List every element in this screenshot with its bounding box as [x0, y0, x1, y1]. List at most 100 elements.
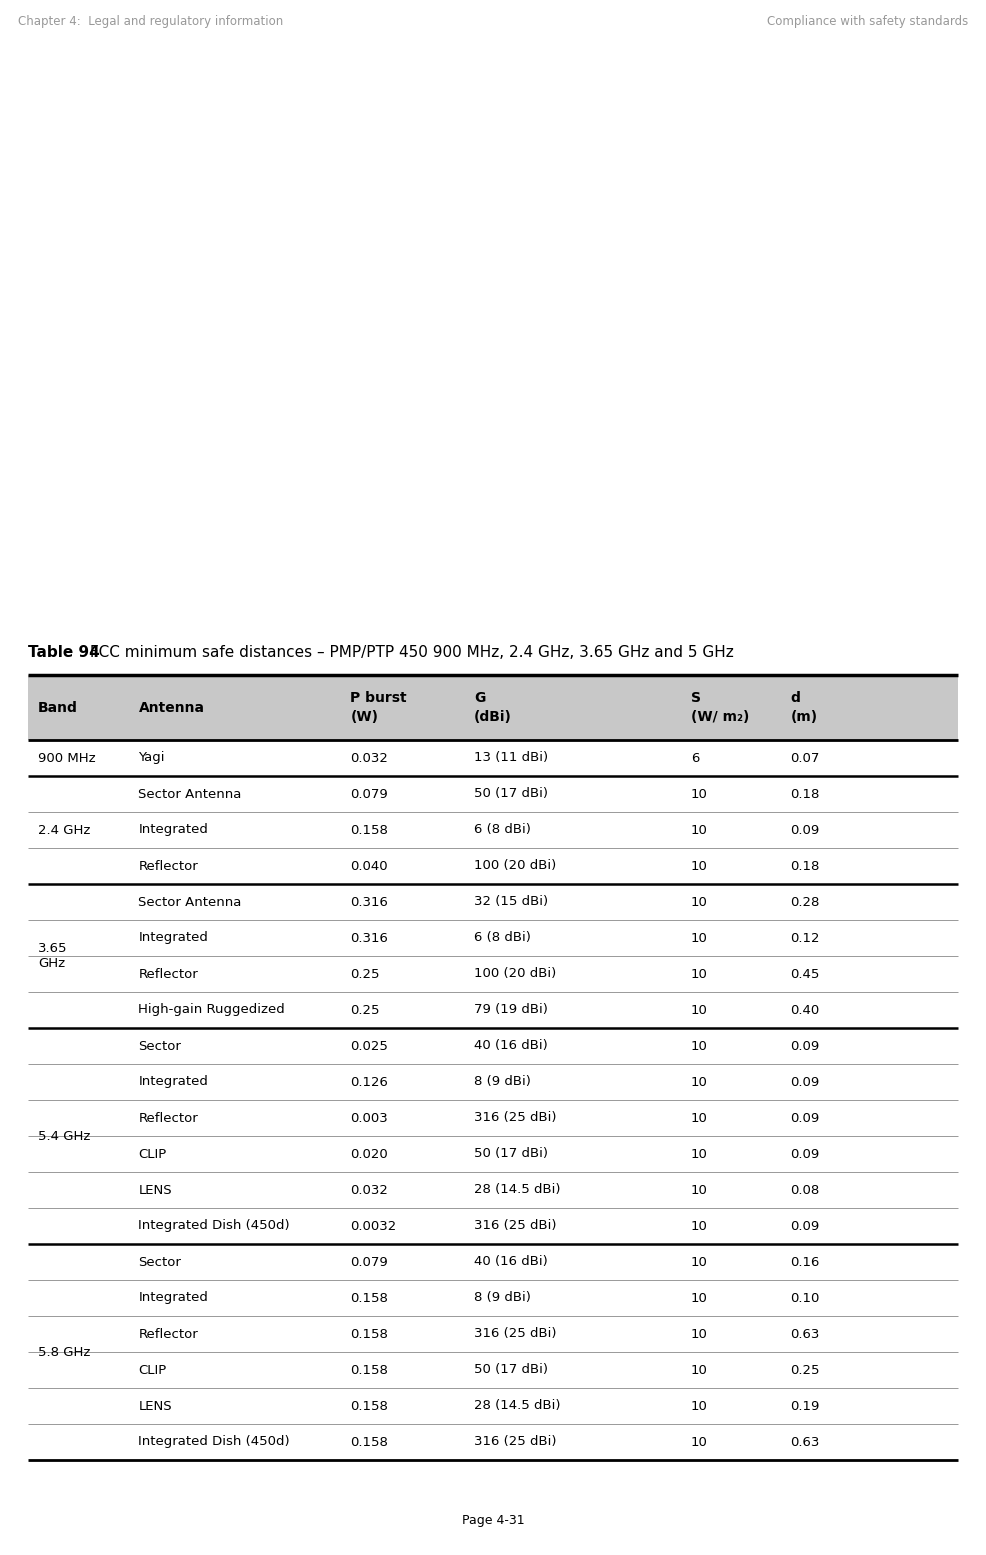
- Text: Sector Antenna: Sector Antenna: [138, 787, 242, 801]
- Text: 0.09: 0.09: [791, 1112, 819, 1124]
- Text: 0.025: 0.025: [350, 1039, 388, 1053]
- Text: 0.316: 0.316: [350, 896, 388, 908]
- Text: 0.09: 0.09: [791, 824, 819, 837]
- Text: 0.10: 0.10: [791, 1292, 819, 1305]
- Text: 0.12: 0.12: [791, 931, 820, 944]
- Text: 0.45: 0.45: [791, 967, 819, 981]
- Text: 32 (15 dBi): 32 (15 dBi): [474, 896, 548, 908]
- Text: Chapter 4:  Legal and regulatory information: Chapter 4: Legal and regulatory informat…: [18, 16, 283, 28]
- Text: 0.63: 0.63: [791, 1328, 819, 1340]
- Text: 28 (14.5 dBi): 28 (14.5 dBi): [474, 1400, 561, 1412]
- Text: 10: 10: [691, 1039, 708, 1053]
- Text: Band: Band: [38, 700, 78, 714]
- Text: 40 (16 dBi): 40 (16 dBi): [474, 1255, 548, 1269]
- Text: Sector Antenna: Sector Antenna: [138, 896, 242, 908]
- Text: 28 (14.5 dBi): 28 (14.5 dBi): [474, 1183, 561, 1196]
- Text: 10: 10: [691, 967, 708, 981]
- Text: 0.032: 0.032: [350, 1183, 388, 1196]
- Text: Table 94: Table 94: [28, 645, 100, 659]
- Text: 13 (11 dBi): 13 (11 dBi): [474, 751, 548, 765]
- Text: 0.079: 0.079: [350, 787, 388, 801]
- Text: 0.040: 0.040: [350, 860, 388, 872]
- Text: 50 (17 dBi): 50 (17 dBi): [474, 1148, 548, 1160]
- Text: 0.09: 0.09: [791, 1219, 819, 1233]
- Text: 6: 6: [691, 751, 699, 765]
- Text: 5.8 GHz: 5.8 GHz: [38, 1345, 91, 1359]
- Text: 10: 10: [691, 1292, 708, 1305]
- Text: Sector: Sector: [138, 1255, 181, 1269]
- Text: 0.08: 0.08: [791, 1183, 819, 1196]
- Text: Antenna: Antenna: [138, 700, 204, 714]
- Text: 0.19: 0.19: [791, 1400, 819, 1412]
- Text: 10: 10: [691, 1003, 708, 1017]
- Text: 0.020: 0.020: [350, 1148, 388, 1160]
- Text: 10: 10: [691, 787, 708, 801]
- Text: 0.28: 0.28: [791, 896, 819, 908]
- Text: 50 (17 dBi): 50 (17 dBi): [474, 787, 548, 801]
- Text: 0.158: 0.158: [350, 824, 388, 837]
- Text: 0.316: 0.316: [350, 931, 388, 944]
- Text: Integrated Dish (450d): Integrated Dish (450d): [138, 1435, 290, 1449]
- Text: 0.09: 0.09: [791, 1039, 819, 1053]
- Text: G
(dBi): G (dBi): [474, 692, 512, 723]
- Text: 0.25: 0.25: [350, 967, 380, 981]
- Text: Reflector: Reflector: [138, 967, 198, 981]
- Text: 316 (25 dBi): 316 (25 dBi): [474, 1435, 557, 1449]
- Text: CLIP: CLIP: [138, 1364, 167, 1376]
- Text: 900 MHz: 900 MHz: [38, 751, 96, 765]
- Text: 100 (20 dBi): 100 (20 dBi): [474, 967, 556, 981]
- Text: 10: 10: [691, 1148, 708, 1160]
- Text: 0.158: 0.158: [350, 1400, 388, 1412]
- Text: 0.0032: 0.0032: [350, 1219, 396, 1233]
- Text: Page 4-31: Page 4-31: [461, 1515, 525, 1527]
- Text: Integrated: Integrated: [138, 824, 208, 837]
- Text: LENS: LENS: [138, 1183, 173, 1196]
- Text: 50 (17 dBi): 50 (17 dBi): [474, 1364, 548, 1376]
- Text: 0.079: 0.079: [350, 1255, 388, 1269]
- Text: Sector: Sector: [138, 1039, 181, 1053]
- Text: 40 (16 dBi): 40 (16 dBi): [474, 1039, 548, 1053]
- Text: 10: 10: [691, 1435, 708, 1449]
- Text: 0.032: 0.032: [350, 751, 388, 765]
- Text: 0.126: 0.126: [350, 1076, 388, 1088]
- Text: Reflector: Reflector: [138, 860, 198, 872]
- Text: S
(W/ m₂): S (W/ m₂): [691, 692, 749, 723]
- Text: LENS: LENS: [138, 1400, 173, 1412]
- Text: 0.63: 0.63: [791, 1435, 819, 1449]
- Text: 0.18: 0.18: [791, 787, 819, 801]
- Text: 6 (8 dBi): 6 (8 dBi): [474, 824, 531, 837]
- Text: 0.09: 0.09: [791, 1148, 819, 1160]
- Text: 10: 10: [691, 1328, 708, 1340]
- Text: 10: 10: [691, 1255, 708, 1269]
- Text: P burst
(W): P burst (W): [350, 692, 407, 723]
- Text: 0.40: 0.40: [791, 1003, 819, 1017]
- Text: 0.09: 0.09: [791, 1076, 819, 1088]
- Text: 3.65
GHz: 3.65 GHz: [38, 942, 67, 970]
- Text: 10: 10: [691, 824, 708, 837]
- Text: 2.4 GHz: 2.4 GHz: [38, 824, 91, 837]
- Text: 0.18: 0.18: [791, 860, 819, 872]
- Text: Yagi: Yagi: [138, 751, 165, 765]
- Text: 0.25: 0.25: [791, 1364, 820, 1376]
- Text: 6 (8 dBi): 6 (8 dBi): [474, 931, 531, 944]
- Text: 10: 10: [691, 1219, 708, 1233]
- Text: 316 (25 dBi): 316 (25 dBi): [474, 1112, 557, 1124]
- Text: Integrated Dish (450d): Integrated Dish (450d): [138, 1219, 290, 1233]
- Text: 5.4 GHz: 5.4 GHz: [38, 1129, 91, 1143]
- Text: 0.07: 0.07: [791, 751, 819, 765]
- Text: 316 (25 dBi): 316 (25 dBi): [474, 1219, 557, 1233]
- Text: 10: 10: [691, 1076, 708, 1088]
- Text: Reflector: Reflector: [138, 1328, 198, 1340]
- Text: 8 (9 dBi): 8 (9 dBi): [474, 1076, 531, 1088]
- Text: 10: 10: [691, 1364, 708, 1376]
- Text: 0.16: 0.16: [791, 1255, 819, 1269]
- Text: 10: 10: [691, 931, 708, 944]
- Text: 0.003: 0.003: [350, 1112, 388, 1124]
- Text: 10: 10: [691, 860, 708, 872]
- Text: 0.158: 0.158: [350, 1328, 388, 1340]
- Text: 0.158: 0.158: [350, 1435, 388, 1449]
- Text: 79 (19 dBi): 79 (19 dBi): [474, 1003, 548, 1017]
- Text: 100 (20 dBi): 100 (20 dBi): [474, 860, 556, 872]
- Text: High-gain Ruggedized: High-gain Ruggedized: [138, 1003, 285, 1017]
- Text: 8 (9 dBi): 8 (9 dBi): [474, 1292, 531, 1305]
